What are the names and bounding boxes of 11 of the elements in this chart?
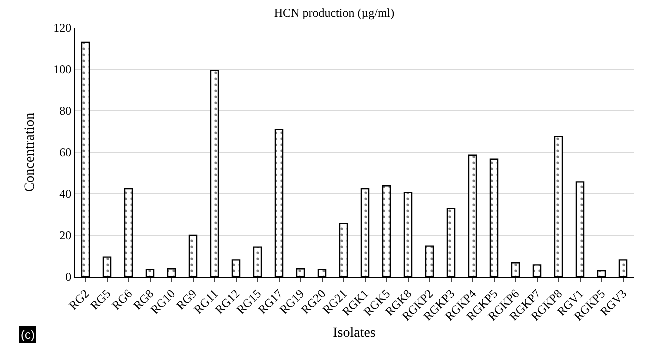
y-tick-label: 20 [60, 228, 72, 243]
y-tick-label: 60 [60, 146, 72, 160]
text: (c) [21, 328, 35, 342]
y-tick-label: 100 [54, 62, 72, 77]
y-tick-label: 40 [60, 187, 72, 202]
y-axis-title: Concentration [23, 112, 38, 192]
y-tick-label: 120 [54, 21, 72, 36]
x-axis-title: Isolates [333, 326, 376, 341]
y-tick-label: 80 [60, 104, 72, 118]
chart-title: HCN production (µg/ml) [274, 6, 395, 20]
y-tick-label: 0 [66, 270, 72, 284]
